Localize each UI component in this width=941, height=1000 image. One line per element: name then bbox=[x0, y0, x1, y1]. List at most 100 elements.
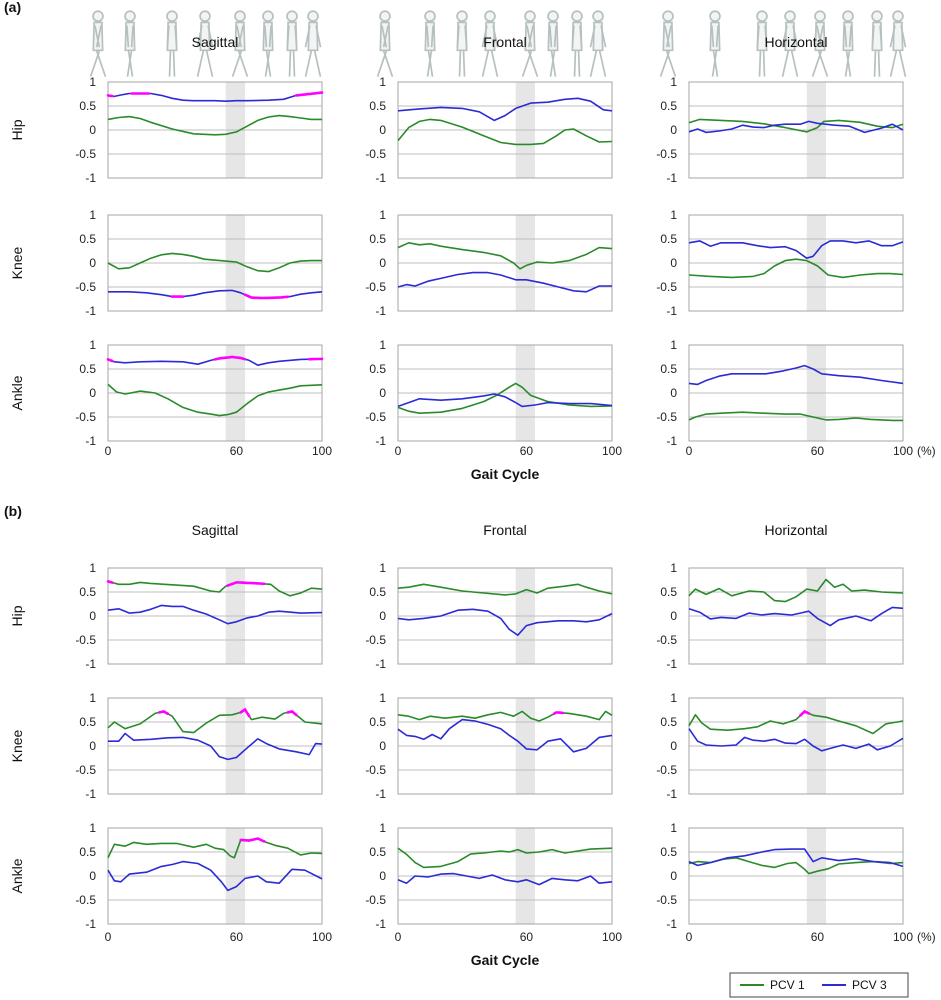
plot-frame bbox=[688, 344, 904, 442]
y-tick-label: -1 bbox=[375, 917, 386, 931]
pcv1-series-line bbox=[397, 847, 613, 869]
y-tick-label: -1 bbox=[375, 787, 386, 801]
x-axis-title: Gait Cycle bbox=[471, 466, 540, 482]
y-tick-label: 0.5 bbox=[79, 585, 96, 599]
y-tick-label: -0.5 bbox=[365, 147, 386, 161]
pcv3-series-line bbox=[397, 393, 613, 408]
walking-figure-icon bbox=[781, 10, 799, 77]
plane-title: Horizontal bbox=[764, 34, 827, 50]
y-tick-label: 1 bbox=[379, 821, 386, 835]
plane-title: Frontal bbox=[483, 34, 527, 50]
y-tick-label: -0.5 bbox=[75, 147, 96, 161]
walking-figure-icon bbox=[756, 10, 768, 77]
x-unit-label: (%) bbox=[917, 444, 936, 458]
plane-title: Horizontal bbox=[764, 522, 827, 538]
y-tick-label: 0.5 bbox=[369, 362, 386, 376]
walking-figure-icon bbox=[166, 10, 178, 77]
joint-label: Knee bbox=[9, 246, 25, 279]
y-tick-label: 1 bbox=[670, 691, 677, 705]
significance-highlight bbox=[552, 711, 565, 715]
pcv3-series-line bbox=[397, 271, 612, 293]
walking-figure-icon bbox=[231, 10, 249, 77]
walking-figure-icon bbox=[659, 10, 677, 77]
line-chart-b-hip-frontal: 1 0.5 0 -0.5 -1 bbox=[365, 561, 613, 671]
pcv1-series-line bbox=[688, 710, 904, 735]
y-tick-label: -1 bbox=[85, 171, 96, 185]
y-tick-label: -1 bbox=[85, 434, 96, 448]
y-tick-label: -0.5 bbox=[75, 410, 96, 424]
y-tick-label: 0 bbox=[670, 123, 677, 137]
line-chart-b-hip-horizontal: 1 0.5 0 -0.5 -1 bbox=[656, 561, 904, 671]
pcv3-series-line bbox=[688, 364, 904, 386]
y-tick-label: 0 bbox=[379, 386, 386, 400]
plot-frame bbox=[688, 214, 904, 312]
joint-label: Knee bbox=[9, 729, 25, 762]
y-tick-label: 0 bbox=[670, 739, 677, 753]
y-tick-label: -1 bbox=[375, 657, 386, 671]
pcv3-series-line bbox=[397, 608, 613, 636]
pcv1-series-line bbox=[107, 252, 322, 273]
y-tick-label: -1 bbox=[85, 917, 96, 931]
line-chart-b-knee-frontal: 1 0.5 0 -0.5 -1 bbox=[365, 691, 613, 801]
y-tick-label: 1 bbox=[379, 691, 386, 705]
walking-figure-icon bbox=[709, 10, 721, 77]
joint-label: Ankle bbox=[9, 858, 25, 893]
y-tick-label: 0.5 bbox=[369, 99, 386, 113]
walking-figure-icon bbox=[871, 10, 883, 77]
walking-figure-icon bbox=[589, 10, 607, 77]
plane-title: Sagittal bbox=[192, 34, 239, 50]
pcv3-series-line bbox=[688, 240, 904, 259]
walking-figure-icon bbox=[889, 10, 907, 77]
line-chart-b-hip-sagittal: 1 0.5 0 -0.5 -1 bbox=[75, 561, 323, 671]
pcv3-series-line bbox=[107, 91, 323, 102]
plot-frame bbox=[397, 214, 613, 312]
pcv3-series-line bbox=[397, 718, 613, 753]
y-tick-label: -0.5 bbox=[656, 763, 677, 777]
y-tick-label: -0.5 bbox=[75, 763, 96, 777]
pcv3-series-line bbox=[108, 732, 323, 761]
line-chart-a-hip-sagittal: 1 0.5 0 -0.5 -1 bbox=[75, 75, 324, 185]
y-tick-label: -1 bbox=[666, 917, 677, 931]
pcv1-series-line bbox=[397, 118, 613, 146]
x-unit-label: (%) bbox=[917, 930, 936, 944]
walking-figure-icon bbox=[547, 10, 559, 77]
plot-frame bbox=[397, 344, 613, 442]
y-tick-label: -1 bbox=[666, 304, 677, 318]
y-tick-label: -1 bbox=[85, 304, 96, 318]
y-tick-label: -0.5 bbox=[365, 763, 386, 777]
y-tick-label: 0.5 bbox=[660, 232, 677, 246]
y-tick-label: -0.5 bbox=[75, 633, 96, 647]
y-tick-label: -1 bbox=[375, 171, 386, 185]
y-tick-label: -0.5 bbox=[656, 633, 677, 647]
pcv1-series-line bbox=[688, 411, 903, 422]
panel-label: (b) bbox=[4, 503, 22, 519]
line-chart-a-hip-frontal: 1 0.5 0 -0.5 -1 bbox=[365, 75, 613, 185]
y-tick-label: 1 bbox=[89, 821, 96, 835]
x-tick-label: 100 bbox=[893, 444, 913, 458]
y-tick-label: 1 bbox=[379, 75, 386, 89]
y-tick-label: -1 bbox=[85, 657, 96, 671]
y-tick-label: -0.5 bbox=[75, 280, 96, 294]
x-tick-label: 0 bbox=[395, 444, 402, 458]
line-chart-b-ankle-sagittal: 1 0.5 0 -0.5 -1 0 60 100 bbox=[75, 821, 332, 944]
pcv1-series-line bbox=[688, 578, 904, 603]
y-tick-label: 0.5 bbox=[369, 845, 386, 859]
y-tick-label: 0 bbox=[670, 869, 677, 883]
plot-frame bbox=[107, 344, 323, 442]
line-chart-b-knee-horizontal: 1 0.5 0 -0.5 -1 bbox=[656, 691, 904, 801]
plot-frame bbox=[107, 81, 323, 179]
y-tick-label: 0.5 bbox=[660, 715, 677, 729]
walking-figure-icon bbox=[89, 10, 107, 77]
y-tick-label: 0.5 bbox=[79, 99, 96, 113]
joint-label: Ankle bbox=[9, 375, 25, 410]
pcv1-series-line bbox=[107, 837, 323, 859]
y-tick-label: 0 bbox=[670, 386, 677, 400]
pcv1-series-line bbox=[397, 242, 613, 270]
plot-frame bbox=[688, 697, 904, 795]
x-tick-label: 60 bbox=[811, 444, 825, 458]
pcv3-series-line bbox=[688, 848, 904, 868]
plane-title: Sagittal bbox=[192, 522, 239, 538]
pcv1-series-line bbox=[107, 708, 323, 734]
y-tick-label: 0 bbox=[379, 256, 386, 270]
